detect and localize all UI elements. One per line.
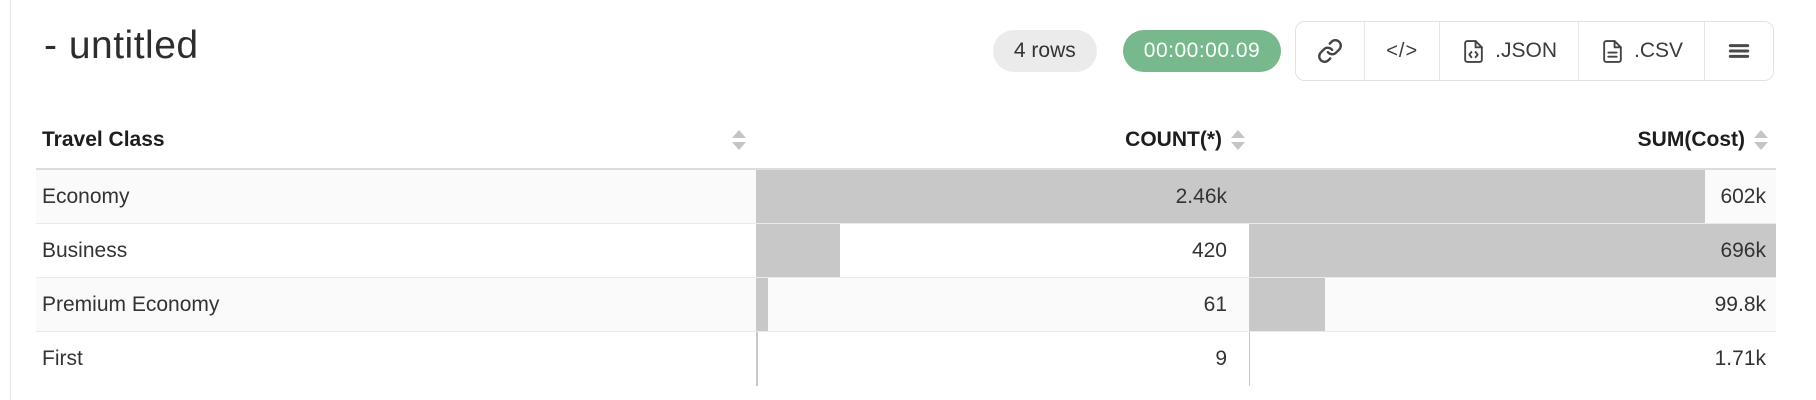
column-header-sum-cost[interactable]: SUM(Cost) bbox=[1249, 112, 1776, 168]
sort-arrows-icon[interactable] bbox=[1231, 130, 1245, 150]
table-header-row: Travel Class COUNT(*) SUM(Cost) bbox=[36, 112, 1776, 168]
cell-sum-cost: 1.71k bbox=[1249, 332, 1776, 386]
table-body: Economy 2.46k 602k Business 420 696k Pre… bbox=[36, 168, 1776, 386]
code-icon: </> bbox=[1386, 39, 1419, 62]
result-controls: 4 rows 00:00:00.09 </> .JSO bbox=[992, 21, 1774, 81]
sum-data-bar bbox=[1249, 332, 1251, 386]
table-row: Business 420 696k bbox=[36, 224, 1776, 278]
table-row: Economy 2.46k 602k bbox=[36, 170, 1776, 224]
copy-link-button[interactable] bbox=[1296, 22, 1365, 80]
column-label: COUNT(*) bbox=[1125, 128, 1222, 151]
count-data-bar bbox=[756, 278, 769, 331]
view-code-button[interactable]: </> bbox=[1364, 22, 1440, 80]
csv-button-label: .CSV bbox=[1633, 39, 1683, 62]
cell-travel-class: Premium Economy bbox=[42, 292, 220, 316]
download-csv-button[interactable]: .CSV bbox=[1577, 22, 1704, 80]
cell-sum-cost: 696k bbox=[1249, 224, 1776, 277]
column-label: Travel Class bbox=[42, 128, 165, 151]
cell-travel-class: First bbox=[42, 347, 83, 370]
sort-arrows-icon[interactable] bbox=[1754, 130, 1768, 150]
json-button-label: .JSON bbox=[1495, 39, 1557, 62]
more-menu-button[interactable] bbox=[1704, 22, 1773, 80]
cell-count: 420 bbox=[756, 224, 1249, 277]
column-header-travel-class[interactable]: Travel Class bbox=[36, 112, 756, 168]
results-table: Travel Class COUNT(*) SUM(Cost) Economy … bbox=[36, 112, 1776, 386]
table-row: First 9 1.71k bbox=[36, 332, 1776, 386]
row-count-badge: 4 rows bbox=[992, 30, 1097, 72]
cell-sum-cost: 99.8k bbox=[1249, 278, 1776, 331]
link-icon bbox=[1317, 38, 1343, 64]
page-title: - untitled bbox=[44, 24, 199, 67]
cell-travel-class: Economy bbox=[42, 184, 130, 208]
export-button-group: </> .JSON .CSV bbox=[1295, 21, 1774, 81]
sort-arrows-icon[interactable] bbox=[732, 130, 746, 150]
panel-left-border bbox=[10, 0, 11, 400]
table-row: Premium Economy 61 99.8k bbox=[36, 278, 1776, 332]
sum-data-bar bbox=[1249, 170, 1705, 223]
column-header-count[interactable]: COUNT(*) bbox=[756, 112, 1249, 168]
sum-data-bar bbox=[1249, 224, 1776, 277]
download-json-button[interactable]: .JSON bbox=[1439, 22, 1578, 80]
cell-count: 2.46k bbox=[756, 170, 1249, 223]
file-text-icon bbox=[1600, 39, 1625, 64]
query-duration-badge: 00:00:00.09 bbox=[1122, 30, 1282, 72]
cell-sum-cost: 602k bbox=[1249, 170, 1776, 223]
file-code-icon bbox=[1461, 39, 1486, 64]
cell-count: 61 bbox=[756, 278, 1249, 331]
cell-count: 9 bbox=[756, 332, 1249, 386]
count-data-bar bbox=[756, 224, 841, 277]
menu-icon bbox=[1726, 38, 1752, 64]
count-data-bar bbox=[756, 332, 758, 386]
column-label: SUM(Cost) bbox=[1637, 128, 1745, 151]
cell-travel-class: Business bbox=[42, 238, 128, 262]
sum-data-bar bbox=[1249, 278, 1325, 331]
count-data-bar bbox=[756, 170, 1249, 223]
